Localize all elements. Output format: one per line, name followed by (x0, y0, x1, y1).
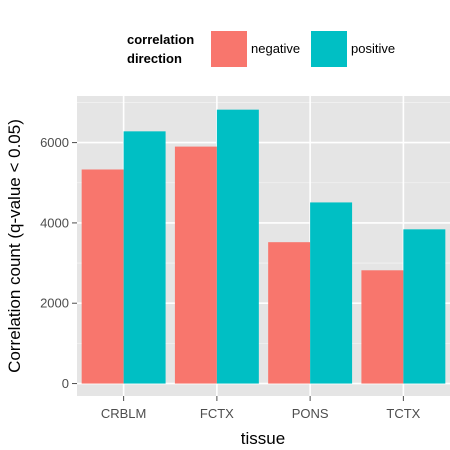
bars (81, 109, 446, 384)
x-tick-label: PONS (292, 406, 329, 421)
y-axis-title: Correlation count (q-value < 0.05) (5, 119, 24, 373)
x-axis: CRBLM FCTX PONS TCTX (101, 396, 421, 421)
legend-label-negative: negative (251, 41, 300, 56)
x-tick-label: CRBLM (101, 406, 147, 421)
bar-negative-fctx (174, 146, 217, 384)
bar-positive-pons (310, 202, 353, 384)
legend-label-positive: positive (351, 41, 395, 56)
y-tick-label: 6000 (40, 135, 69, 150)
bar-negative-crblm (81, 169, 124, 384)
y-tick-label: 2000 (40, 296, 69, 311)
legend-key-negative (211, 31, 247, 67)
y-tick-label: 0 (62, 376, 69, 391)
legend-title-line-1: correlation (127, 32, 194, 47)
bar-negative-tctx (361, 270, 404, 384)
x-axis-title: tissue (241, 429, 285, 448)
legend-title-line-2: direction (127, 51, 182, 66)
bar-negative-pons (268, 242, 311, 384)
legend-key-positive (311, 31, 347, 67)
bar-positive-fctx (216, 109, 259, 384)
legend: correlation direction negative positive (127, 31, 395, 67)
y-axis: 0 2000 4000 6000 (40, 135, 77, 391)
bar-positive-crblm (123, 131, 166, 384)
x-tick-label: FCTX (200, 406, 234, 421)
y-tick-label: 4000 (40, 215, 69, 230)
bar-positive-tctx (403, 229, 446, 384)
x-tick-label: TCTX (386, 406, 420, 421)
